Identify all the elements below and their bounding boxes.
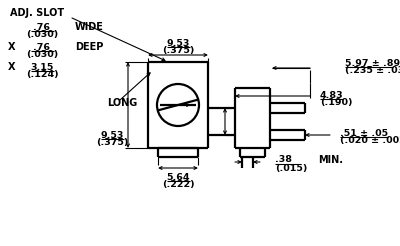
Text: (.030): (.030) xyxy=(26,31,58,40)
Text: (.375): (.375) xyxy=(96,138,128,148)
Text: 4.83: 4.83 xyxy=(320,91,344,99)
Text: (.235 ± .035): (.235 ± .035) xyxy=(345,66,400,76)
Text: .51 ± .05: .51 ± .05 xyxy=(340,128,388,138)
Text: 5.97 ± .89: 5.97 ± .89 xyxy=(345,59,400,67)
Text: (.030): (.030) xyxy=(26,50,58,60)
Text: LONG: LONG xyxy=(107,98,137,108)
Text: WIDE: WIDE xyxy=(75,22,104,32)
Text: DEEP: DEEP xyxy=(75,42,103,52)
Text: 3.15: 3.15 xyxy=(30,62,54,72)
Text: .76: .76 xyxy=(34,22,50,31)
Text: (.375): (.375) xyxy=(162,46,194,56)
Text: 9.53: 9.53 xyxy=(100,130,124,139)
Text: (.190): (.190) xyxy=(320,98,352,108)
Text: (.015): (.015) xyxy=(275,164,307,172)
Text: .76: .76 xyxy=(34,43,50,51)
Text: X: X xyxy=(8,62,16,72)
Text: (.124): (.124) xyxy=(26,71,58,79)
Text: 9.53: 9.53 xyxy=(166,39,190,47)
Text: .38: .38 xyxy=(275,155,292,165)
Text: 5.64: 5.64 xyxy=(166,172,190,182)
Text: (.222): (.222) xyxy=(162,181,194,189)
Text: X: X xyxy=(8,42,16,52)
Text: ADJ. SLOT: ADJ. SLOT xyxy=(10,8,64,18)
Text: MIN.: MIN. xyxy=(318,155,343,165)
Text: (.020 ± .002): (.020 ± .002) xyxy=(340,137,400,145)
